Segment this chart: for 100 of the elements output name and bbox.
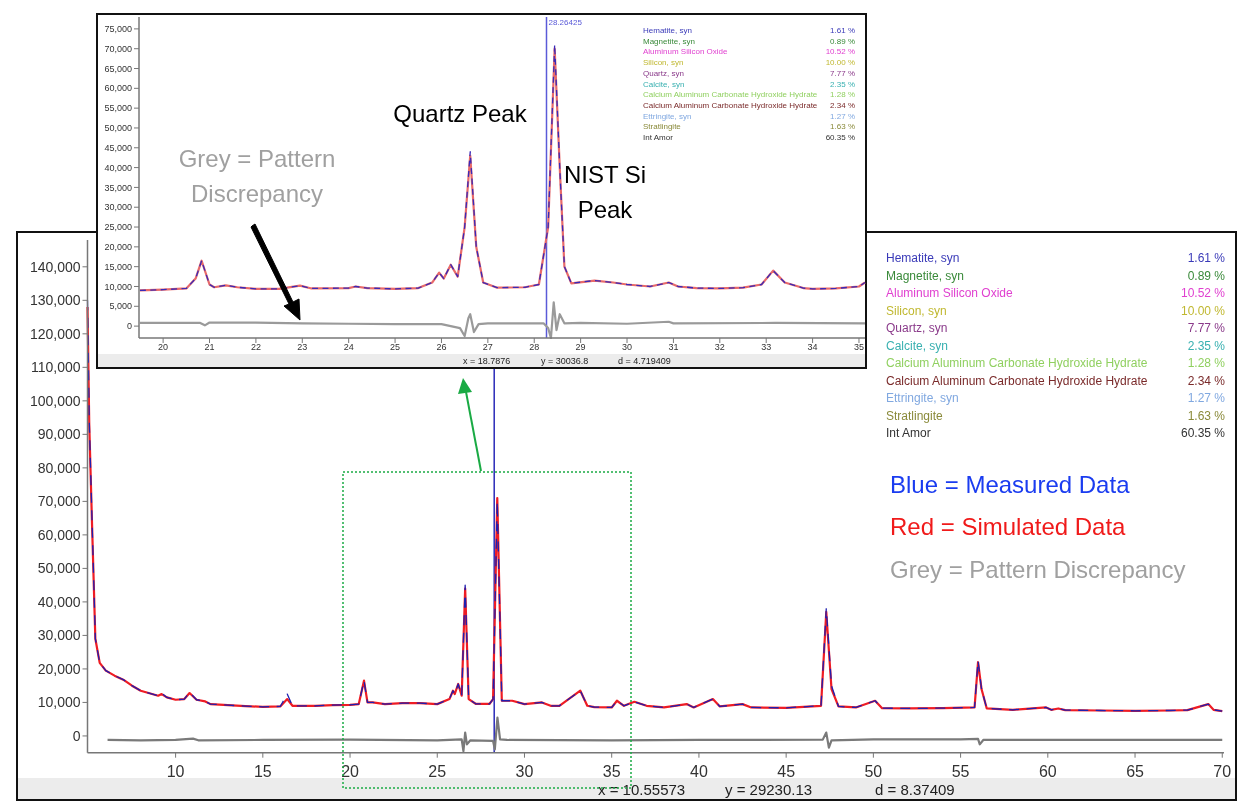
y-tick-label: 75,000: [104, 24, 132, 35]
annotation: Blue = Measured Data: [890, 471, 1131, 498]
y-tick-label: 30,000: [37, 627, 81, 644]
annotation: Silicon, syn: [643, 58, 684, 68]
x-tick-label: 33: [761, 342, 772, 352]
x-tick-label: 21: [204, 342, 215, 352]
annotation: x = 18.7876: [463, 356, 511, 366]
annotation: Calcium Aluminum Carbonate Hydroxide Hydrate: [886, 373, 1148, 388]
annotation: Stratlingite: [643, 122, 682, 132]
annotation: Quartz, syn: [643, 68, 684, 78]
x-tick-label: 60: [1038, 763, 1057, 780]
annotation: 2.35 %: [830, 79, 855, 89]
y-tick-label: 130,000: [29, 292, 81, 309]
x-tick-label: 34: [807, 342, 818, 352]
x-tick-label: 50: [864, 763, 883, 780]
x-tick-label: 28: [529, 342, 540, 352]
annotation: Ettringite, syn: [643, 111, 692, 121]
y-tick-label: 20,000: [37, 660, 81, 677]
x-tick-label: 26: [436, 342, 447, 352]
x-tick-label: 45: [777, 763, 796, 780]
annotation: 10.52 %: [825, 47, 855, 57]
x-tick-label: 35: [853, 342, 864, 352]
y-tick-label: 50,000: [37, 560, 81, 577]
annotation: 0.89 %: [830, 36, 855, 46]
x-tick-label: 10: [166, 763, 185, 780]
annotation: 2.34 %: [830, 100, 855, 110]
x-tick-label: 29: [575, 342, 586, 352]
annotation: 1.63 %: [1187, 408, 1226, 423]
y-tick-label: 35,000: [104, 182, 132, 193]
x-tick-label: 20: [341, 763, 360, 780]
y-tick-label: 50,000: [104, 123, 132, 134]
ref-line-label: 28.26425: [548, 18, 583, 27]
annotation: Magnetite, syn: [886, 268, 965, 283]
x-tick-label: 30: [515, 763, 534, 780]
annotation: 1.27 %: [830, 111, 855, 121]
annotation: 1.27 %: [1187, 391, 1226, 405]
y-tick-label: 90,000: [37, 426, 81, 443]
x-tick-label: 32: [714, 342, 725, 352]
annotation: 1.28 %: [1187, 356, 1226, 370]
annotation: Aluminum Silicon Oxide: [643, 47, 729, 57]
y-tick-label: 60,000: [37, 526, 81, 543]
y-tick-label: 100,000: [29, 392, 81, 409]
x-tick-label: 35: [602, 763, 621, 780]
annotation: 0.89 %: [1187, 268, 1226, 283]
y-tick-label: 20,000: [104, 242, 132, 252]
annotation: d = 4.719409: [618, 356, 671, 366]
text: x = 10.55573: [598, 781, 686, 798]
x-tick-label: 40: [690, 763, 708, 780]
y-tick-label: 70,000: [37, 493, 81, 510]
y-tick-label: 110,000: [30, 359, 81, 376]
x-tick-label: 22: [250, 342, 261, 352]
x-tick-label: 70: [1213, 763, 1232, 780]
annotation: 10.00 %: [1180, 303, 1226, 318]
x-tick-label: 27: [482, 342, 493, 352]
text: y = 29230.13: [725, 781, 813, 798]
y-tick-label: 70,000: [104, 43, 132, 54]
annotation: 10.00 %: [825, 58, 855, 68]
annotation: Red = Simulated Data: [890, 513, 1127, 540]
y-tick-label: 40,000: [37, 593, 81, 610]
x-tick-label: 30: [622, 342, 633, 352]
annotation: 2.35 %: [1187, 338, 1226, 353]
annotation: 60.35 %: [825, 133, 855, 142]
x-tick-label: 25: [428, 763, 447, 780]
annotation: Calcite, syn: [643, 79, 685, 89]
annotation: Hematite, syn: [886, 251, 960, 265]
annotation: 1.63 %: [830, 122, 855, 132]
x-tick-label: 65: [1126, 763, 1145, 780]
annotation: Calcium Aluminum Carbonate Hydroxide Hydrate: [643, 90, 818, 100]
annotation: 7.77 %: [830, 68, 855, 78]
x-tick-label: 15: [253, 763, 272, 780]
y-tick-label: 0: [72, 727, 81, 744]
annotation: y = 30036.8: [541, 356, 589, 366]
annotation: Grey = Pattern Discrepancy: [178, 145, 336, 207]
annotation: Quartz Peak: [393, 100, 528, 127]
annotation: 10.52 %: [1180, 286, 1226, 300]
annotation: Int Amor: [886, 426, 931, 440]
y-tick-label: 0: [126, 321, 132, 332]
annotation: Stratlingite: [886, 408, 944, 423]
annotation: Hematite, syn: [643, 26, 692, 35]
y-tick-label: 65,000: [104, 63, 132, 74]
annotation: Int Amor: [643, 133, 674, 142]
y-tick-label: 120,000: [29, 325, 81, 342]
y-tick-label: 5,000: [109, 301, 132, 312]
annotation: Calcium Aluminum Carbonate Hydroxide Hydrate: [886, 356, 1148, 370]
x-tick-label: 25: [390, 342, 401, 352]
annotation: Aluminum Silicon Oxide: [886, 286, 1014, 300]
x-tick-label: 55: [951, 763, 970, 780]
x-tick-label: 24: [343, 342, 354, 352]
annotation: Calcite, syn: [886, 338, 949, 353]
y-tick-label: 10,000: [104, 281, 132, 292]
y-tick-label: 10,000: [37, 694, 81, 711]
annotation: NIST Si Peak: [563, 161, 647, 223]
annotation: 1.61 %: [1187, 251, 1226, 265]
y-tick-label: 40,000: [104, 162, 132, 173]
text: d = 8.37409: [875, 781, 955, 798]
annotation: 1.61 %: [830, 26, 855, 35]
annotation: 1.28 %: [830, 90, 855, 100]
x-tick-label: 31: [668, 342, 679, 352]
annotation: Magnetite, syn: [643, 36, 696, 46]
y-tick-label: 25,000: [104, 222, 132, 233]
